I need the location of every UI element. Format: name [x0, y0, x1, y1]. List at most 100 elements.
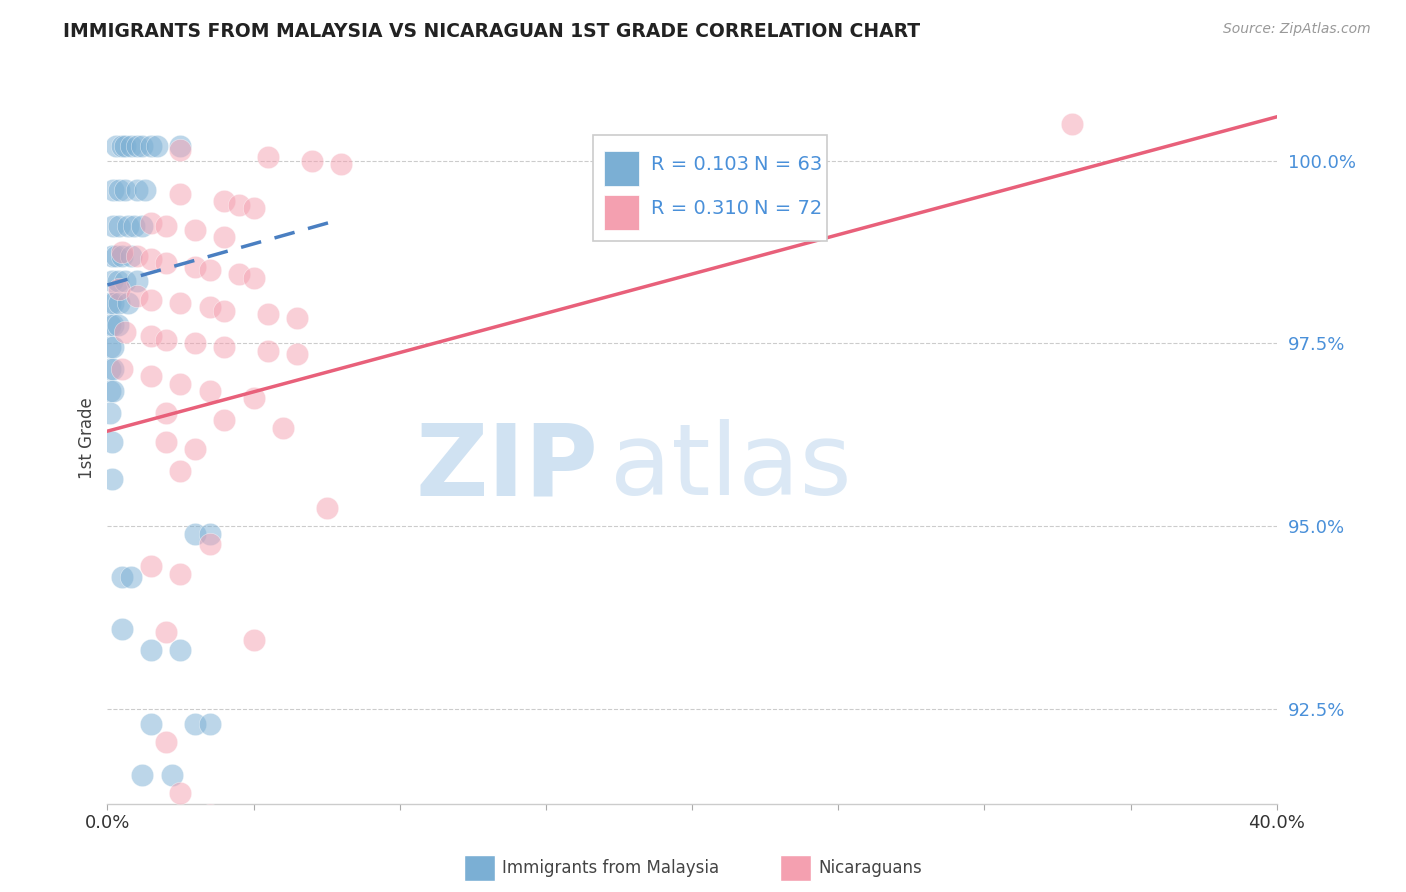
Point [214, 303, 236, 318]
Point [141, 252, 163, 267]
FancyBboxPatch shape [593, 135, 827, 241]
Point [122, 219, 145, 234]
FancyBboxPatch shape [605, 195, 640, 230]
Point [100, 472, 122, 486]
Point [169, 786, 191, 800]
Point [117, 296, 139, 310]
Point [184, 223, 207, 237]
Point [141, 643, 163, 657]
Point [103, 384, 125, 398]
Point [184, 526, 207, 541]
Point [141, 329, 163, 343]
Point [169, 186, 191, 201]
Point [184, 442, 207, 457]
Point [117, 219, 139, 234]
Point [214, 194, 236, 208]
Point [287, 347, 309, 361]
Point [146, 139, 169, 153]
Point [111, 570, 134, 584]
Point [169, 143, 191, 157]
Point [134, 183, 156, 197]
Point [160, 768, 183, 782]
Point [155, 435, 177, 450]
Point [114, 183, 136, 197]
Point [1062, 117, 1084, 131]
Point [111, 139, 134, 153]
Point [125, 183, 148, 197]
Point [141, 369, 163, 384]
Point [103, 183, 125, 197]
Point [100, 274, 122, 288]
Point [125, 289, 148, 303]
Point [131, 768, 153, 782]
Point [155, 333, 177, 347]
Point [155, 735, 177, 749]
Point [315, 500, 337, 515]
Point [107, 318, 129, 333]
Point [131, 139, 153, 153]
Point [169, 376, 191, 391]
Point [214, 413, 236, 427]
Point [198, 300, 221, 314]
Point [125, 139, 148, 153]
Point [98, 318, 121, 333]
Point [111, 249, 134, 263]
Point [271, 420, 294, 434]
Point [242, 391, 264, 405]
Point [169, 840, 191, 855]
Point [155, 219, 177, 234]
Point [184, 260, 207, 274]
Point [103, 296, 125, 310]
Text: Source: ZipAtlas.com: Source: ZipAtlas.com [1223, 22, 1371, 37]
Point [242, 632, 264, 647]
Text: N = 63: N = 63 [754, 155, 823, 174]
Text: IMMIGRANTS FROM MALAYSIA VS NICARAGUAN 1ST GRADE CORRELATION CHART: IMMIGRANTS FROM MALAYSIA VS NICARAGUAN 1… [63, 22, 921, 41]
Point [198, 716, 221, 731]
Point [105, 139, 128, 153]
Point [198, 384, 221, 398]
Point [141, 216, 163, 230]
Point [169, 643, 191, 657]
Point [198, 263, 221, 277]
Text: Immigrants from Malaysia: Immigrants from Malaysia [502, 859, 718, 877]
Point [98, 296, 121, 310]
Point [98, 340, 121, 354]
Point [198, 808, 221, 822]
Point [114, 139, 136, 153]
Point [242, 201, 264, 215]
Point [184, 716, 207, 731]
Point [301, 153, 323, 168]
Point [257, 307, 280, 321]
Point [169, 464, 191, 478]
Point [198, 526, 221, 541]
Point [103, 318, 125, 333]
Point [125, 274, 148, 288]
Point [100, 435, 122, 450]
Point [155, 256, 177, 270]
Text: Nicaraguans: Nicaraguans [818, 859, 922, 877]
Point [103, 219, 125, 234]
Point [257, 343, 280, 358]
Point [98, 362, 121, 376]
Point [114, 326, 136, 340]
FancyBboxPatch shape [605, 152, 640, 186]
Text: R = 0.310: R = 0.310 [651, 199, 749, 218]
Point [107, 274, 129, 288]
Point [100, 249, 122, 263]
Point [141, 559, 163, 574]
Point [108, 183, 131, 197]
Point [103, 362, 125, 376]
Point [108, 219, 131, 234]
Point [98, 384, 121, 398]
Point [111, 362, 134, 376]
Point [131, 219, 153, 234]
Point [169, 139, 191, 153]
Point [141, 293, 163, 307]
Point [228, 267, 250, 281]
Point [105, 249, 128, 263]
Point [155, 406, 177, 420]
Point [242, 270, 264, 285]
Point [111, 245, 134, 260]
Point [103, 340, 125, 354]
Point [169, 566, 191, 581]
